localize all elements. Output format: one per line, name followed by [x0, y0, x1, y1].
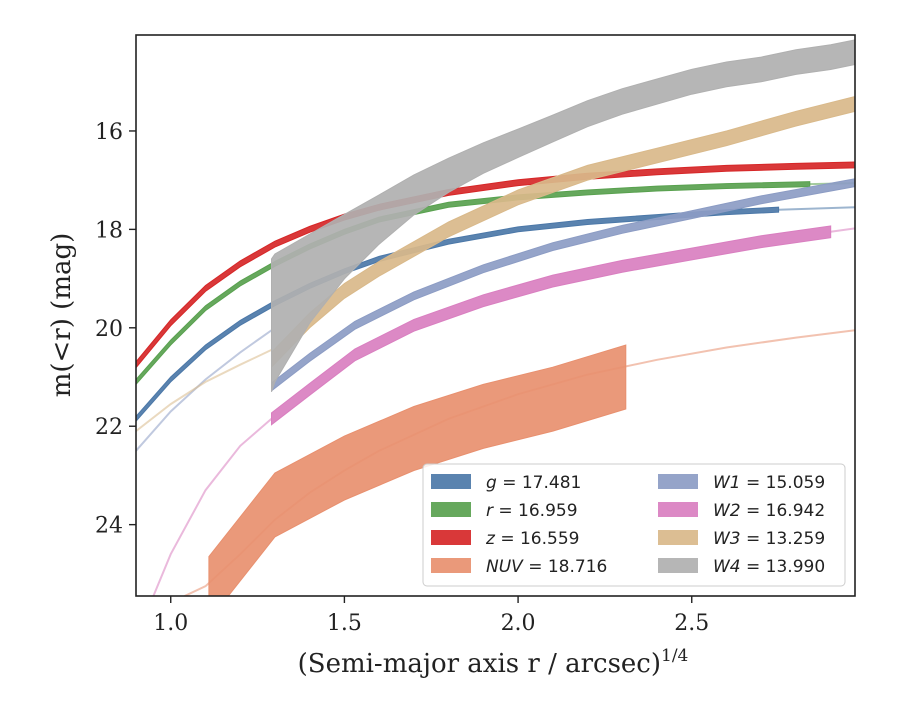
legend-item-g: g = 17.481 [431, 473, 581, 493]
legend-value: = 18.716 [523, 557, 608, 577]
legend-label: r = 16.959 [486, 501, 578, 521]
series-nuv [184, 329, 855, 596]
legend-value: = 13.990 [741, 557, 826, 577]
y-tick-label: 18 [95, 218, 123, 243]
series-w2-extrapolation-line-outer [830, 227, 855, 233]
legend-variable: z [485, 529, 496, 549]
legend-swatch [658, 558, 698, 573]
series-w3-band [271, 95, 855, 369]
legend-label: W2 = 16.942 [713, 501, 825, 521]
legend-variable: W1 [713, 473, 741, 493]
y-axis: 16 18 20 22 24 [95, 120, 136, 539]
legend-value: = 16.559 [495, 529, 580, 549]
legend-swatch [658, 530, 698, 545]
legend-value: = 13.259 [741, 529, 826, 549]
x-tick-label: 2.5 [674, 611, 709, 636]
legend-variable: r [486, 501, 494, 521]
legend-box [422, 463, 846, 587]
y-axis-label: m(<r) (mag) [47, 233, 77, 398]
legend-swatch [431, 558, 471, 573]
legend-variable: W4 [713, 557, 741, 577]
legend-swatch [431, 502, 471, 517]
series-w1-band [271, 178, 855, 392]
legend-value: = 16.959 [493, 501, 578, 521]
legend-swatch [431, 474, 471, 489]
legend-swatch [658, 502, 698, 517]
legend-swatch [658, 474, 698, 489]
series-g-extrapolation-line [778, 206, 855, 211]
series-w2-extrapolation-line [152, 418, 273, 596]
legend-label: g = 17.481 [486, 473, 581, 493]
legend-item-w2: W2 = 16.942 [658, 501, 825, 521]
series-z-band [136, 161, 855, 369]
series-w2 [152, 225, 855, 596]
series-w1 [136, 178, 855, 452]
x-tick-label: 2.0 [501, 611, 536, 636]
series-w4-band [271, 39, 855, 392]
x-tick-label: 1.5 [327, 611, 362, 636]
legend-label: W4 = 13.990 [713, 557, 825, 577]
y-tick-label: 22 [95, 415, 123, 440]
x-tick-label: 1.0 [153, 611, 188, 636]
plot-frame [135, 34, 856, 597]
legend-item-nuv: NUV = 18.716 [431, 557, 607, 577]
series-z [136, 161, 855, 369]
series-w4 [271, 39, 855, 392]
legend-item-z: z = 16.559 [431, 529, 579, 549]
series-w3 [136, 95, 855, 432]
legend-variable: NUV [486, 557, 524, 577]
legend-item-w4: W4 = 13.990 [658, 557, 825, 577]
legend-label: NUV = 18.716 [486, 557, 607, 577]
series-w1-extrapolation-line [136, 329, 273, 452]
y-tick-label: 16 [95, 120, 123, 145]
x-axis: 1.0 1.5 2.0 2.5 [153, 596, 709, 636]
y-tick-label: 24 [95, 514, 123, 539]
x-axis-label: (Semi-major axis r / arcsec)1/4 [298, 646, 689, 679]
legend-value: = 16.942 [741, 501, 826, 521]
legend-item-w3: W3 = 13.259 [658, 529, 825, 549]
legend-label: z = 16.559 [485, 529, 579, 549]
legend-variable: W2 [713, 501, 741, 521]
legend-label: W1 = 15.059 [713, 473, 825, 493]
series-nuv-band [208, 344, 627, 596]
legend-item-r: r = 16.959 [431, 501, 578, 521]
legend-swatch [431, 530, 471, 545]
y-tick-label: 20 [95, 317, 123, 342]
legend-value: = 17.481 [497, 473, 582, 493]
legend-value: = 15.059 [741, 473, 826, 493]
series-w3-extrapolation-line [136, 348, 272, 432]
series-w2-band [271, 225, 832, 426]
legend-item-w1: W1 = 15.059 [658, 473, 825, 493]
series-layer [136, 39, 855, 596]
legend-variable: W3 [713, 529, 741, 549]
legend-variable: g [486, 473, 497, 493]
legend-label: W3 = 13.259 [713, 529, 825, 549]
